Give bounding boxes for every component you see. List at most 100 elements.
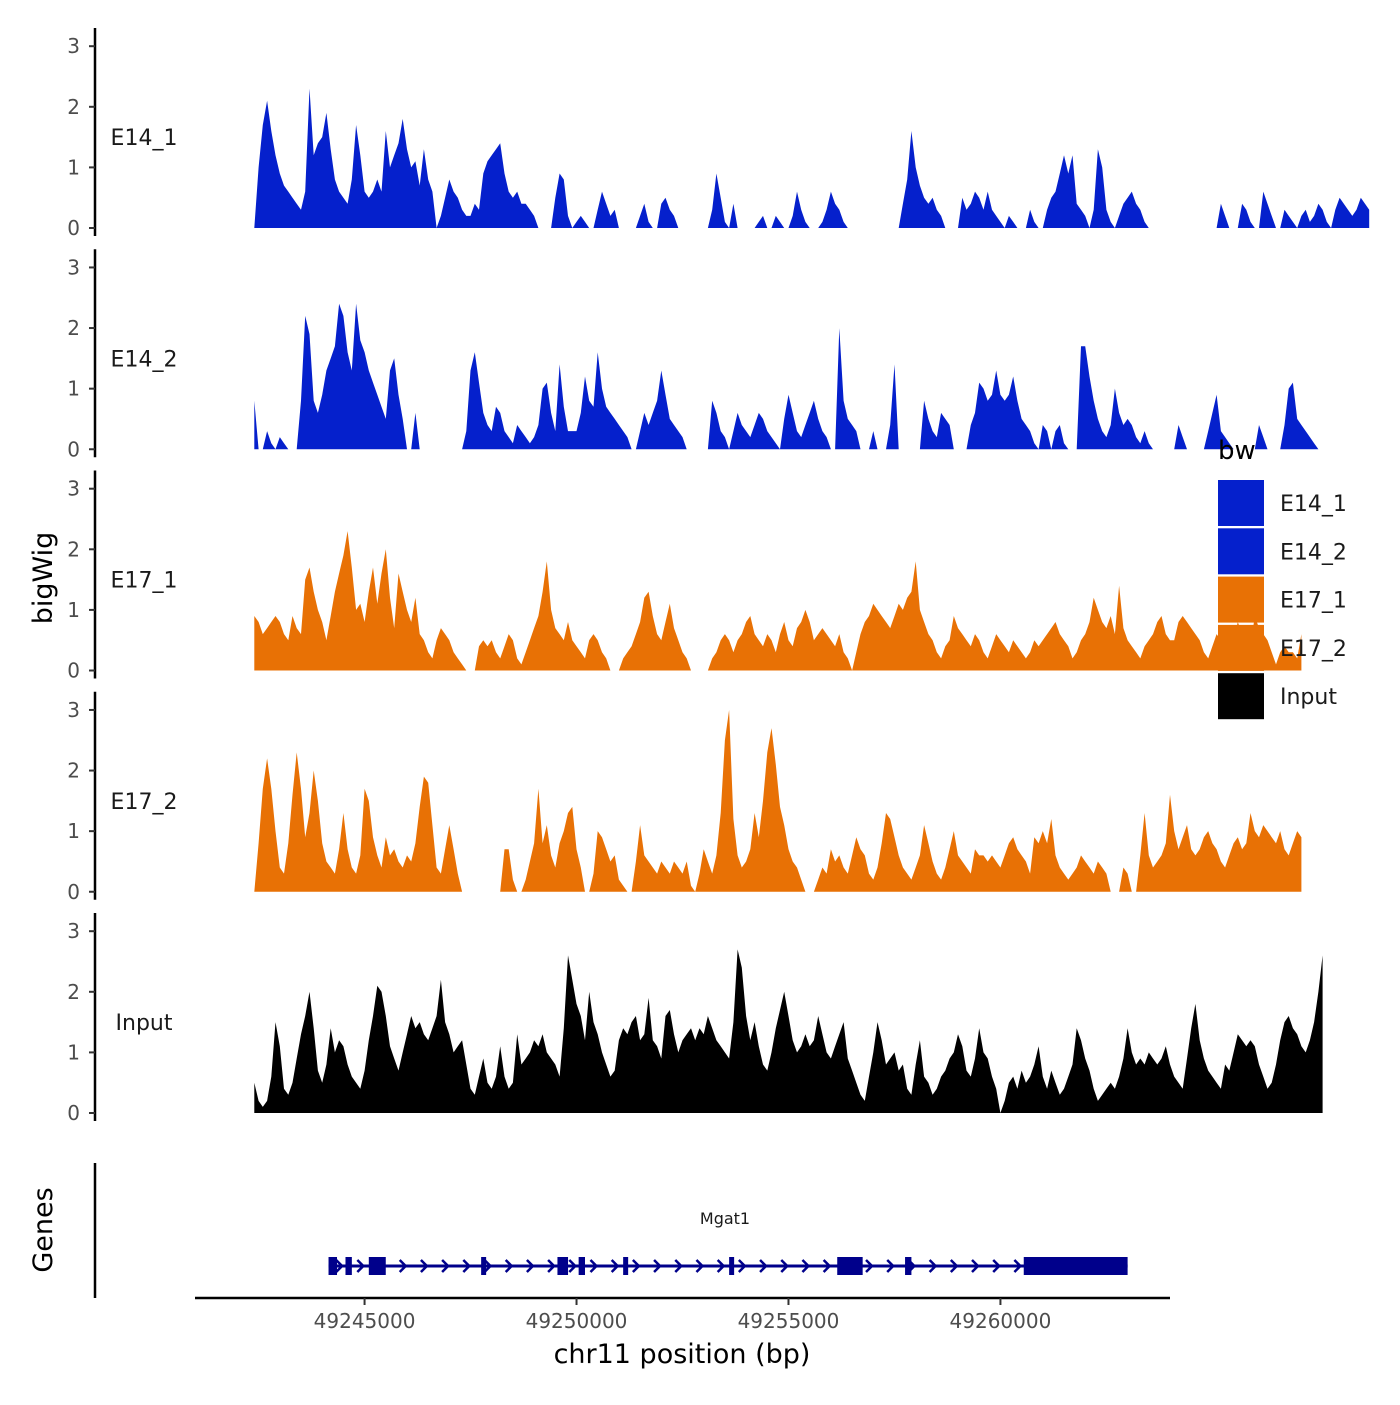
- track-E14_2: 0 1 2 3 E14_2: [67, 249, 1319, 461]
- y-tick-label: 1: [67, 598, 80, 622]
- genes-axis-title: Genes: [28, 1187, 59, 1272]
- strand-arrow: [568, 1259, 578, 1273]
- legend-swatch: [1218, 528, 1264, 575]
- y-tick-label: 0: [67, 880, 80, 904]
- strand-arrow: [886, 1259, 895, 1273]
- x-tick-label: 49250000: [526, 1309, 628, 1333]
- legend-label: E14_1: [1280, 492, 1347, 517]
- area-series-E17_2: [254, 710, 1302, 892]
- strand-arrow: [737, 1259, 747, 1273]
- x-axis-title: chr11 position (bp): [554, 1339, 811, 1370]
- y-tick-label: 0: [67, 659, 80, 683]
- track-label: E17_1: [111, 569, 178, 594]
- strand-arrow: [759, 1259, 768, 1273]
- gene-exon: [557, 1257, 569, 1275]
- y-tick-label: 0: [67, 1101, 80, 1125]
- strand-arrow: [674, 1259, 684, 1273]
- area-series-Input: [254, 949, 1323, 1113]
- strand-arrow: [610, 1259, 620, 1273]
- gene-track: Mgat1: [93, 1163, 1128, 1298]
- x-tick-label: 49245000: [314, 1309, 416, 1333]
- x-tick-label: 49260000: [950, 1309, 1052, 1333]
- strand-arrow: [971, 1259, 980, 1273]
- track-label: E17_2: [111, 790, 178, 815]
- strand-arrow: [589, 1259, 599, 1273]
- y-tick-label: 1: [67, 1040, 80, 1064]
- y-tick-label: 2: [67, 537, 80, 561]
- gene-exon: [578, 1257, 585, 1275]
- x-axis: 49245000 49250000 49255000 49260000 chr11 p…: [195, 1296, 1170, 1370]
- track-E17_1: 0 1 2 3 E17_1: [67, 470, 1302, 683]
- strand-arrow: [631, 1259, 641, 1273]
- gene-exon: [729, 1257, 735, 1275]
- track-Input: 0 1 2 3 Input: [67, 913, 1323, 1125]
- strand-arrow: [1013, 1259, 1023, 1273]
- legend-label: E17_2: [1280, 637, 1347, 662]
- strand-arrow: [822, 1259, 832, 1273]
- tracks-group: 0 1 2 3 E14_1 0 1 2 3 E14_2 0 1 2 3 E17_1 0 1 2 3 E17_2 0 1 2 3…: [67, 28, 1370, 1125]
- y-tick-label: 3: [67, 919, 80, 943]
- legend-label: E14_2: [1280, 540, 1347, 565]
- track-E14_1: 0 1 2 3 E14_1: [67, 28, 1370, 240]
- gene-exon: [368, 1257, 386, 1275]
- strand-arrow: [992, 1259, 1001, 1273]
- y-tick-label: 2: [67, 759, 80, 783]
- track-label: E14_2: [111, 347, 178, 372]
- y-tick-label: 0: [67, 216, 80, 240]
- gene-exon: [905, 1257, 912, 1275]
- strand-arrow: [398, 1259, 408, 1273]
- strand-arrow: [780, 1259, 790, 1273]
- legend-items: E14_1 E14_2 E17_1 E17_2 Input: [1218, 480, 1347, 720]
- legend-swatch: [1218, 576, 1264, 623]
- legend: bw E14_1 E14_2 E17_1 E17_2 Input: [1218, 436, 1347, 720]
- x-tick-label: 49255000: [738, 1309, 840, 1333]
- strand-arrow: [441, 1259, 450, 1273]
- area-series-E14_2: [254, 303, 1319, 450]
- y-axis-title: bigWig: [28, 532, 59, 625]
- y-tick-label: 1: [67, 155, 80, 179]
- track-E17_2: 0 1 2 3 E17_2: [67, 691, 1302, 904]
- legend-title: bw: [1218, 436, 1256, 466]
- y-tick-label: 3: [67, 34, 80, 58]
- strand-arrow: [949, 1259, 959, 1273]
- strand-arrow: [547, 1259, 556, 1273]
- strand-arrow: [462, 1259, 472, 1273]
- y-tick-label: 3: [67, 698, 80, 722]
- strand-arrow: [335, 1259, 344, 1273]
- gene-exon: [837, 1257, 863, 1275]
- strand-arrow: [356, 1259, 366, 1273]
- gene-model: [328, 1257, 1128, 1275]
- gene-exon: [623, 1257, 629, 1275]
- strand-arrow: [928, 1259, 938, 1273]
- strand-arrow: [483, 1259, 493, 1273]
- strand-arrow: [865, 1259, 874, 1273]
- strand-arrow: [504, 1259, 514, 1273]
- strand-arrow: [653, 1259, 662, 1273]
- strand-arrow: [716, 1259, 726, 1273]
- legend-label: Input: [1280, 685, 1337, 710]
- gene-name-label: Mgat1: [700, 1209, 750, 1228]
- y-tick-label: 2: [67, 980, 80, 1004]
- strand-arrow: [695, 1259, 705, 1273]
- y-tick-label: 2: [67, 95, 80, 119]
- x-ticks: 49245000 49250000 49255000 49260000: [314, 1298, 1052, 1333]
- strand-arrow: [526, 1259, 535, 1273]
- gene-exon: [1023, 1257, 1128, 1275]
- legend-swatch: [1218, 673, 1264, 720]
- area-series-E14_1: [254, 88, 1370, 228]
- track-label: Input: [116, 1011, 173, 1036]
- y-tick-label: 1: [67, 377, 80, 401]
- y-tick-label: 2: [67, 316, 80, 340]
- area-series-E17_1: [254, 531, 1302, 671]
- strand-arrow: [420, 1259, 429, 1273]
- y-tick-label: 3: [67, 255, 80, 279]
- track-label: E14_1: [111, 126, 178, 151]
- y-tick-label: 1: [67, 819, 80, 843]
- y-tick-label: 3: [67, 477, 80, 501]
- gene-exon: [328, 1257, 338, 1275]
- legend-swatch: [1218, 480, 1264, 526]
- legend-swatch: [1218, 624, 1264, 671]
- gene-exon: [481, 1257, 487, 1275]
